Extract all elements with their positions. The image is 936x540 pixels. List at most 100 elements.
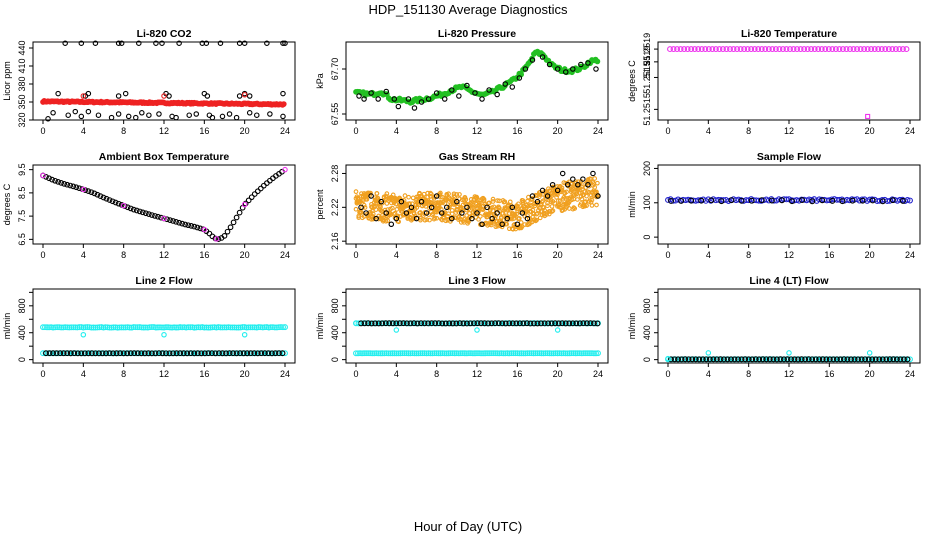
- data-point: [590, 170, 596, 177]
- data-point: [823, 356, 830, 363]
- data-point: [528, 350, 535, 357]
- data-point: [524, 215, 531, 222]
- data-point: [109, 198, 116, 205]
- data-point: [439, 350, 446, 357]
- data-point: [353, 189, 359, 195]
- data-point: [791, 356, 798, 363]
- data-point: [206, 230, 213, 237]
- data-point: [70, 183, 77, 190]
- panel-4: Ambient Box Temperature degrees C 6.5 7.5 8.…: [2, 151, 296, 260]
- data-point: [46, 350, 53, 357]
- data-point: [833, 356, 840, 363]
- x-tick-label: 8: [746, 369, 751, 379]
- data-point: [276, 350, 282, 357]
- data-point: [460, 320, 467, 327]
- x-tick-label: 16: [824, 369, 834, 379]
- data-point: [453, 320, 460, 327]
- series-layer: [665, 196, 913, 205]
- data-point: [882, 46, 889, 53]
- data-point: [396, 320, 403, 327]
- data-point: [233, 214, 240, 221]
- data-point: [484, 204, 490, 211]
- data-point: [728, 197, 735, 204]
- data-point: [585, 60, 591, 66]
- data-point: [847, 46, 853, 53]
- data-point: [530, 350, 537, 357]
- data-point: [459, 210, 465, 216]
- data-point: [568, 350, 575, 357]
- plot-frame: [345, 41, 609, 121]
- data-point: [544, 350, 551, 357]
- data-point: [728, 356, 734, 363]
- data-point: [674, 46, 681, 53]
- x-tick-label: 0: [665, 369, 670, 379]
- data-point: [171, 324, 178, 331]
- data-point: [373, 207, 379, 212]
- data-point: [201, 226, 208, 233]
- data-point: [854, 46, 861, 53]
- data-point: [474, 195, 480, 201]
- data-point: [230, 219, 237, 226]
- data-point: [57, 350, 64, 357]
- data-point: [871, 46, 878, 53]
- y-tick-label: 9.5: [17, 163, 27, 176]
- data-point: [78, 350, 85, 357]
- data-point: [362, 205, 368, 210]
- data-point: [42, 324, 48, 331]
- data-point: [358, 204, 364, 211]
- x-tick-label: 12: [159, 369, 169, 379]
- x-tick-label: 20: [240, 250, 250, 260]
- y-axis-label: percent: [315, 189, 325, 220]
- data-point: [450, 215, 456, 220]
- data-point: [721, 356, 727, 363]
- data-point: [582, 350, 589, 357]
- data-point: [799, 197, 806, 204]
- y-tick-label: 7.5: [17, 210, 27, 223]
- data-point: [71, 350, 78, 357]
- data-point: [446, 320, 453, 327]
- data-point: [163, 350, 169, 357]
- data-point: [44, 324, 50, 331]
- data-point: [520, 350, 527, 357]
- data-point: [133, 114, 139, 121]
- data-point: [570, 66, 576, 72]
- panel-title: Li-820 CO2: [137, 28, 192, 40]
- data-point: [502, 350, 509, 357]
- y-tick-label: 380: [17, 76, 27, 91]
- data-point: [731, 356, 738, 363]
- data-point: [594, 58, 601, 65]
- data-point: [494, 210, 500, 216]
- data-point: [907, 356, 913, 363]
- data-point: [773, 356, 780, 363]
- data-point: [573, 320, 580, 327]
- data-point: [595, 193, 601, 199]
- data-point: [413, 350, 420, 357]
- data-point: [88, 350, 95, 357]
- data-point: [534, 217, 539, 223]
- data-point: [409, 350, 416, 357]
- data-point: [443, 350, 450, 357]
- data-point: [502, 81, 508, 87]
- data-point: [433, 90, 440, 96]
- data-point: [224, 228, 231, 235]
- data-point: [802, 356, 809, 363]
- data-point: [414, 320, 421, 327]
- data-point: [584, 203, 589, 208]
- data-point: [485, 214, 490, 220]
- data-point: [583, 320, 590, 327]
- data-point: [671, 356, 678, 363]
- data-point: [216, 350, 222, 357]
- data-point: [457, 192, 462, 197]
- data-point: [892, 46, 899, 53]
- panel-title: Line 3 Flow: [448, 275, 506, 287]
- data-point: [383, 210, 389, 216]
- x-tick-label: 12: [784, 250, 794, 260]
- data-point: [790, 46, 797, 53]
- data-point: [776, 46, 783, 53]
- data-point: [416, 198, 421, 203]
- data-point: [516, 201, 521, 207]
- data-point: [518, 350, 525, 357]
- data-point: [564, 350, 571, 357]
- data-point: [282, 40, 288, 46]
- data-point: [90, 324, 97, 331]
